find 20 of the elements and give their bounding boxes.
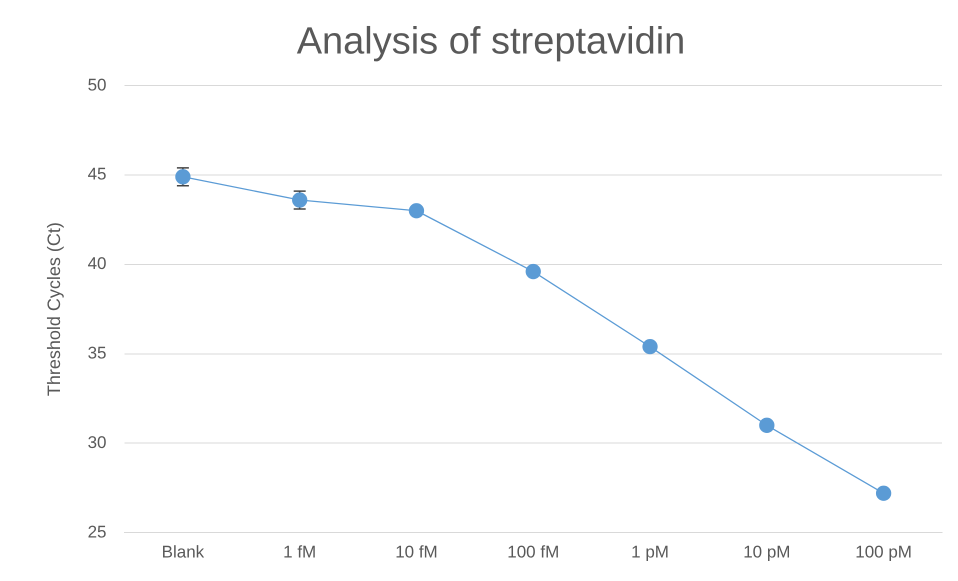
x-tick-label: Blank <box>162 542 205 562</box>
y-tick-label: 25 <box>88 522 107 542</box>
point <box>408 203 424 218</box>
x-tick-label: 10 fM <box>395 542 438 562</box>
point <box>642 339 658 354</box>
point <box>759 418 774 433</box>
x-tick-label: 100 fM <box>507 542 560 562</box>
y-tick-label: 35 <box>88 343 107 362</box>
x-tick-label: 10 pM <box>743 542 790 562</box>
x-tick-label: 100 pM <box>855 542 912 562</box>
y-tick-label: 40 <box>88 254 107 274</box>
x-tick-label: 1 pM <box>631 542 669 562</box>
y-axis-title: Threshold Cycles (Ct) <box>44 222 64 396</box>
chart-title: Analysis of streptavidin <box>296 20 686 62</box>
x-tick-label: 1 fM <box>283 542 316 562</box>
y-tick-label: 50 <box>88 75 107 94</box>
point <box>526 264 541 280</box>
y-tick-label: 45 <box>88 164 107 184</box>
y-tick-label: 30 <box>88 432 107 452</box>
point <box>876 486 892 501</box>
